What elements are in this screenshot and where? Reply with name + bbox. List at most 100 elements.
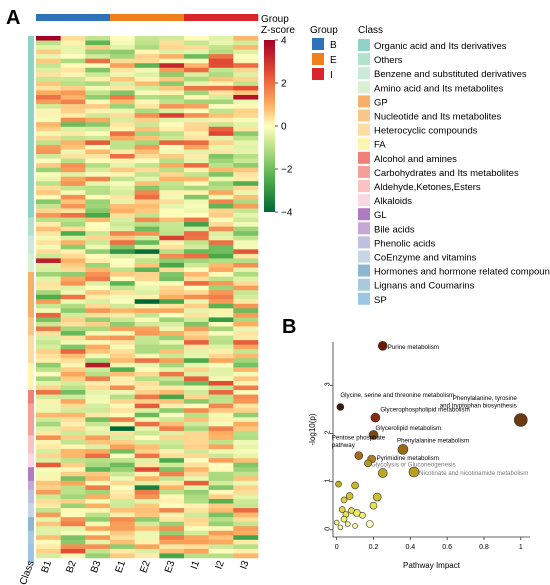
heatmap-cell bbox=[36, 158, 61, 164]
heatmap-cell bbox=[208, 262, 234, 268]
heatmap-cell bbox=[60, 517, 86, 522]
heatmap-cell bbox=[60, 489, 86, 495]
heatmap-cell bbox=[208, 67, 234, 73]
heatmap-cell bbox=[60, 462, 86, 468]
heatmap-cell bbox=[159, 99, 185, 105]
heatmap-cell bbox=[36, 449, 61, 454]
heatmap-cell bbox=[208, 344, 234, 350]
heatmap-cell bbox=[233, 235, 259, 241]
heatmap-cell bbox=[110, 158, 135, 164]
heatmap-cell bbox=[110, 181, 135, 187]
heatmap-cell bbox=[233, 54, 259, 59]
heatmap-cell bbox=[159, 172, 185, 178]
pathway-point bbox=[348, 507, 355, 514]
heatmap-cell bbox=[184, 222, 209, 227]
heatmap-cell bbox=[85, 553, 111, 559]
heatmap-cell bbox=[184, 185, 209, 191]
heatmap-cell bbox=[60, 213, 86, 218]
heatmap-cell bbox=[159, 272, 185, 277]
class-legend-label: Benzene and substituted derivatives bbox=[374, 69, 527, 80]
heatmap-cell bbox=[110, 521, 135, 527]
pathway-label: Pyrimidine metabolism bbox=[377, 455, 439, 462]
heatmap-cell bbox=[134, 408, 160, 414]
heatmap-cell bbox=[184, 340, 209, 345]
heatmap-cell bbox=[85, 362, 111, 368]
heatmap-cell bbox=[134, 403, 160, 409]
class-legend-label: SP bbox=[374, 295, 387, 306]
heatmap-cell bbox=[36, 299, 61, 305]
heatmap-cell bbox=[208, 126, 234, 132]
pathway-point bbox=[333, 519, 340, 526]
class-legend-label: CoEnzyme and vitamins bbox=[374, 253, 477, 264]
heatmap-cell bbox=[159, 394, 185, 400]
heatmap-cell bbox=[60, 530, 86, 536]
heatmap-cell bbox=[60, 281, 86, 286]
heatmap-cell bbox=[60, 512, 86, 518]
heatmap-cell bbox=[233, 553, 259, 559]
heatmap-cell bbox=[134, 253, 160, 259]
heatmap-cell bbox=[85, 394, 111, 400]
heatmap-cell bbox=[36, 394, 61, 400]
heatmap-cell bbox=[60, 344, 86, 350]
heatmap-cell bbox=[159, 113, 185, 119]
heatmap-cell bbox=[208, 172, 234, 178]
heatmap-cell bbox=[85, 149, 111, 155]
heatmap-cell bbox=[159, 312, 185, 318]
heatmap-cell bbox=[184, 176, 209, 182]
heatmap-cell bbox=[110, 185, 135, 191]
heatmap-cell bbox=[36, 512, 61, 518]
heatmap-cell bbox=[85, 217, 111, 223]
heatmap-cell bbox=[184, 122, 209, 128]
heatmap-cell bbox=[233, 358, 259, 364]
heatmap-cell bbox=[208, 394, 234, 400]
heatmap-cell bbox=[233, 326, 259, 332]
heatmap-cell bbox=[134, 76, 160, 82]
heatmap-cell bbox=[60, 108, 86, 114]
heatmap-cell bbox=[233, 380, 259, 386]
heatmap-cell bbox=[159, 485, 185, 491]
heatmap-cell bbox=[36, 81, 61, 87]
class-sidebar-segment bbox=[28, 530, 34, 545]
pathway-point bbox=[369, 501, 378, 510]
heatmap-cell bbox=[159, 399, 185, 404]
heatmap-cell bbox=[110, 131, 135, 137]
heatmap-cell bbox=[85, 158, 111, 164]
heatmap-cell bbox=[184, 76, 209, 82]
heatmap-cell bbox=[208, 503, 234, 509]
heatmap-cell bbox=[85, 340, 111, 345]
pathway-point bbox=[340, 515, 348, 523]
heatmap-cell bbox=[208, 208, 234, 214]
heatmap-cell bbox=[60, 408, 86, 414]
heatmap-cell bbox=[184, 390, 209, 395]
heatmap-cell bbox=[159, 349, 185, 355]
heatmap-cell bbox=[208, 376, 234, 382]
heatmap-cell bbox=[60, 154, 86, 159]
heatmap-cell bbox=[60, 167, 86, 173]
heatmap-cell bbox=[60, 308, 86, 314]
heatmap-cell bbox=[60, 85, 86, 91]
heatmap-cell bbox=[208, 462, 234, 468]
pathway-label: Pentose phosphate pathway bbox=[332, 435, 386, 450]
heatmap-cell bbox=[85, 226, 111, 232]
heatmap-cell bbox=[36, 226, 61, 232]
heatmap-cell bbox=[208, 258, 234, 264]
heatmap-cell bbox=[110, 54, 135, 59]
heatmap-cell bbox=[159, 553, 185, 559]
heatmap-cell bbox=[85, 95, 111, 100]
heatmap-cell bbox=[60, 539, 86, 545]
heatmap-cell bbox=[110, 95, 135, 100]
heatmap-cell bbox=[233, 272, 259, 277]
group-strip-segment bbox=[110, 14, 135, 21]
heatmap-cell bbox=[134, 213, 160, 218]
heatmap-cell bbox=[208, 199, 234, 205]
heatmap-cell bbox=[233, 154, 259, 159]
heatmap-cell bbox=[36, 471, 61, 477]
heatmap-cell bbox=[85, 231, 111, 237]
heatmap-cell bbox=[208, 417, 234, 423]
heatmap-cell bbox=[184, 539, 209, 545]
heatmap-cell bbox=[60, 467, 86, 473]
heatmap-cell bbox=[134, 226, 160, 232]
heatmap-cell bbox=[208, 548, 234, 554]
heatmap-cell bbox=[134, 399, 160, 404]
heatmap-cell bbox=[184, 203, 209, 209]
